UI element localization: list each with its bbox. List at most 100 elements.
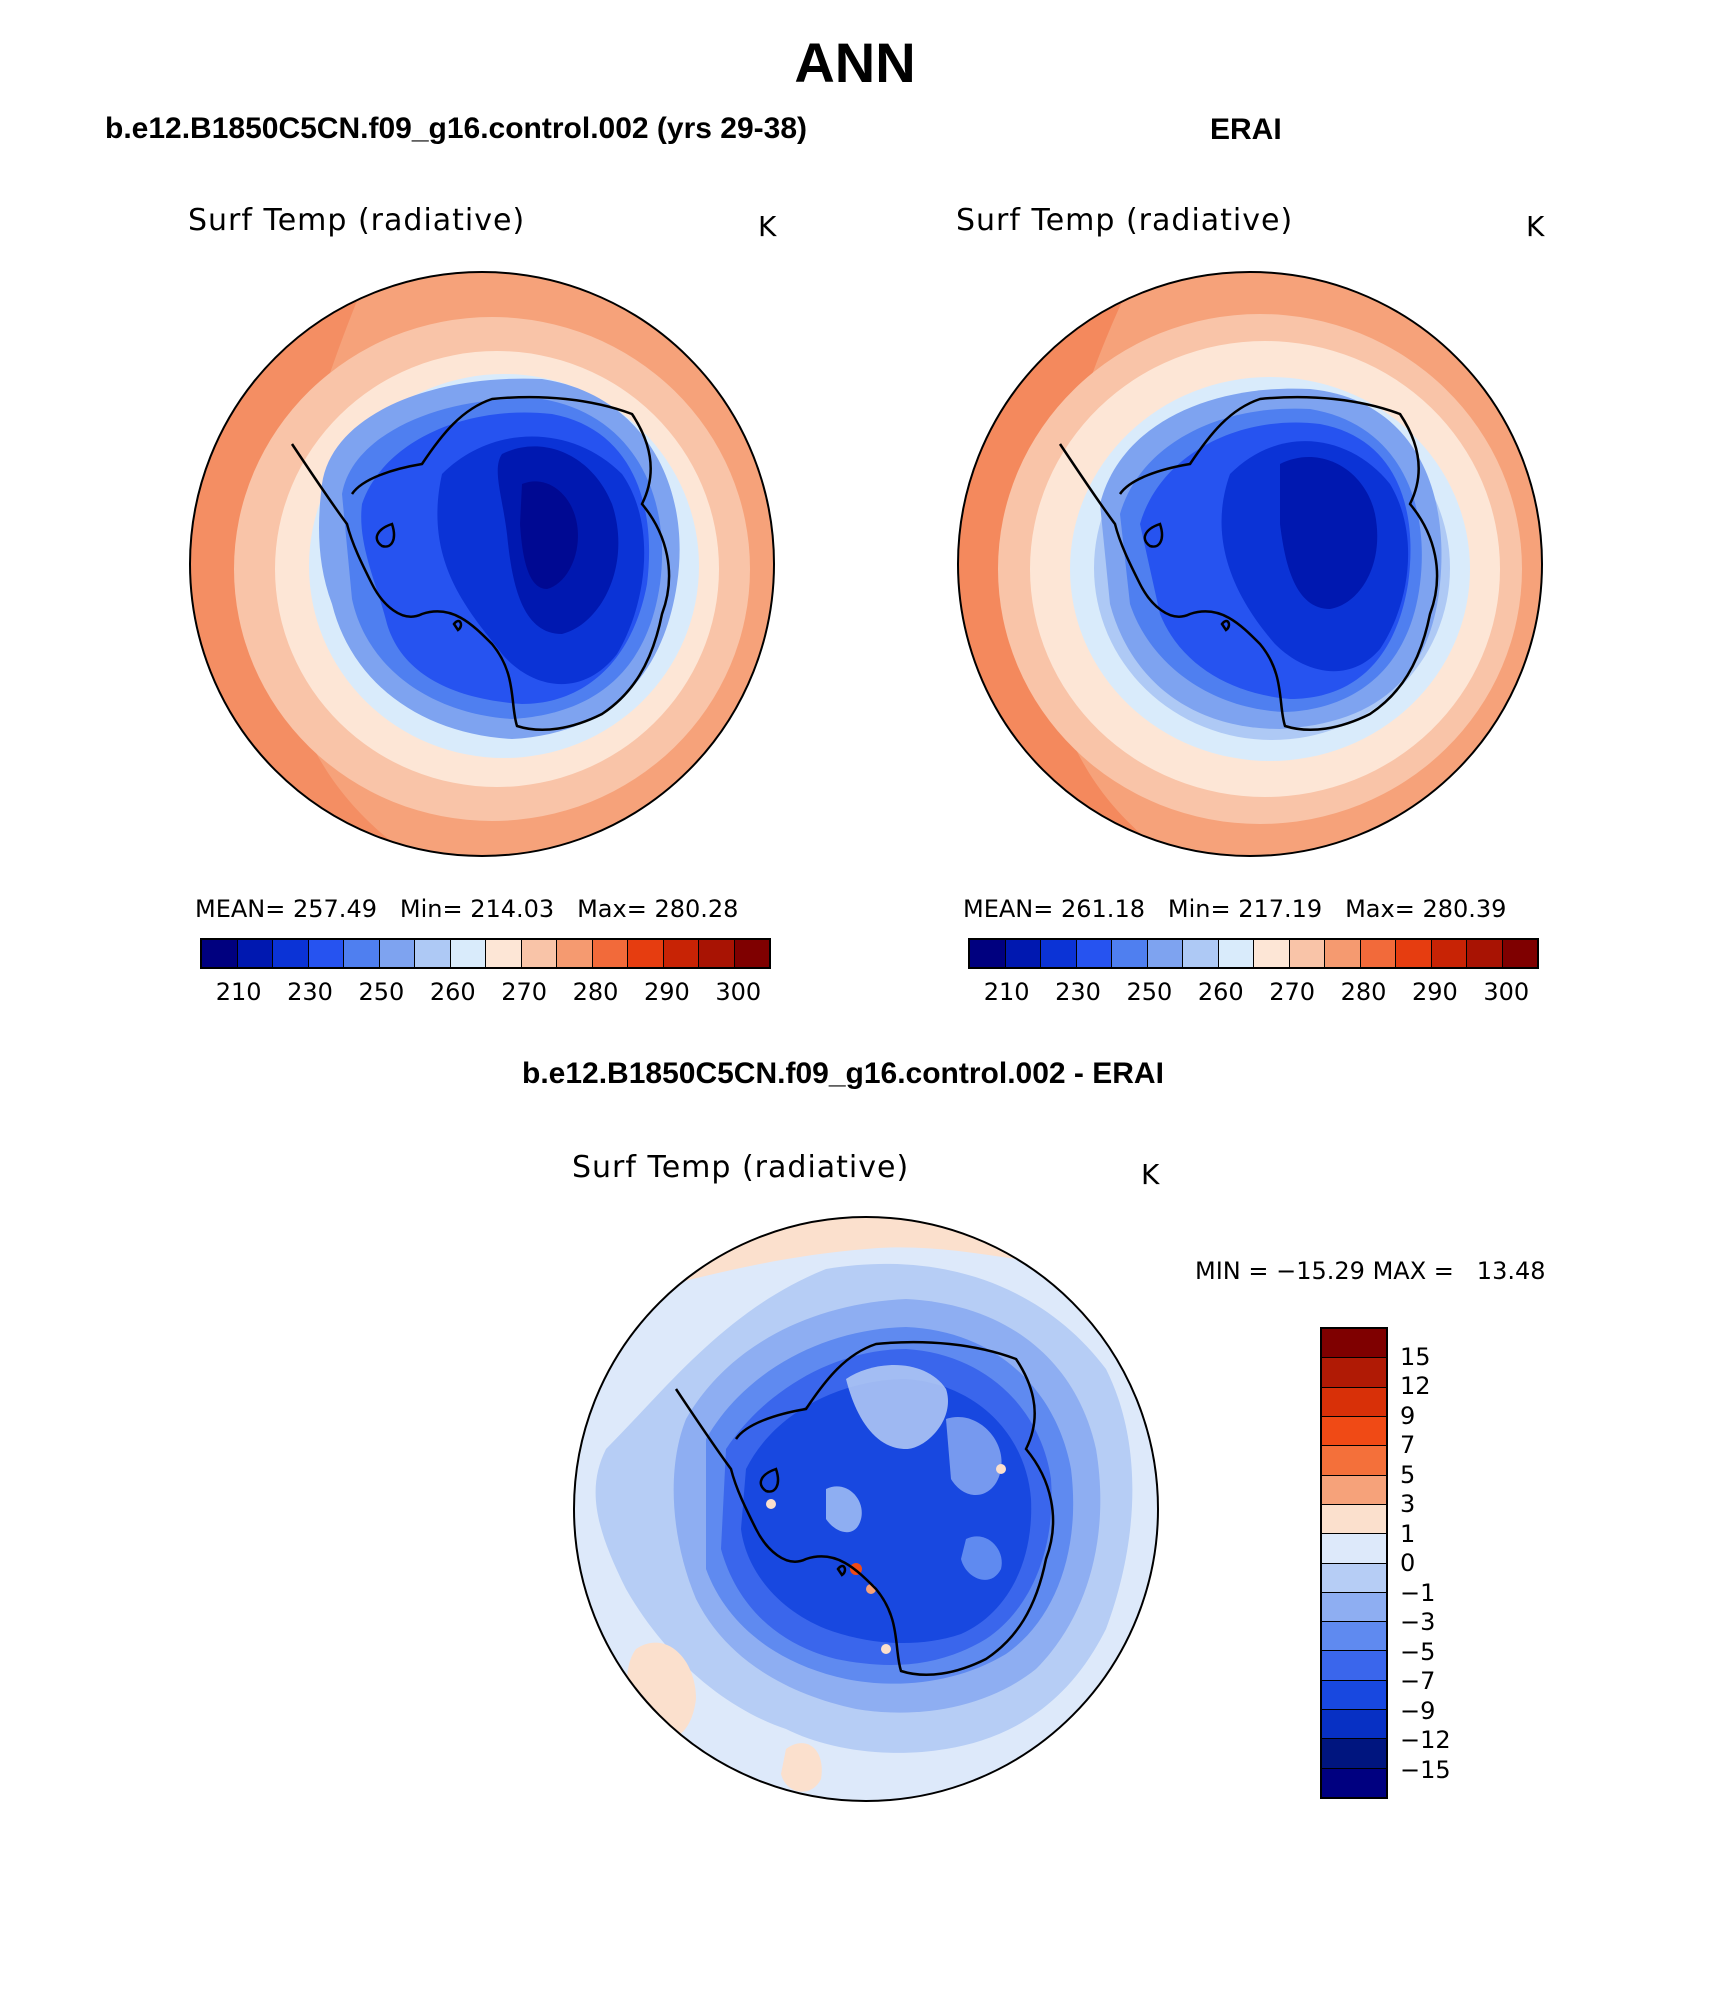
model-colorbar (200, 938, 771, 969)
colorbar-swatch-8 (1254, 940, 1290, 967)
obs-temperature-contours (958, 272, 1542, 856)
diff-map-border (573, 1216, 1159, 1802)
colorbar-tick-label: 290 (1411, 978, 1458, 1006)
colorbar-swatch-9 (1289, 940, 1325, 967)
colorbar-swatch-4 (1112, 940, 1148, 967)
colorbar-swatch-7 (450, 940, 486, 967)
diff-colorbar-swatch-8 (1322, 1563, 1386, 1593)
diff-colorbar-ticks: 15 12 9 7 5 3 1 0 −1 −3 −5 −7 −9 −12 −15 (1400, 1327, 1480, 1799)
colorbar-swatch-14 (699, 940, 735, 967)
colorbar-swatch-11 (592, 940, 628, 967)
obs-max-value: 280.39 (1422, 895, 1507, 923)
diff-colorbar-swatch-4 (1322, 1446, 1386, 1476)
diff-colorbar-swatch-2 (1322, 1387, 1386, 1417)
obs-variable-label: Surf Temp (radiative) (956, 203, 1294, 238)
figure-title: ANN (794, 31, 916, 94)
colorbar-swatch-3 (308, 940, 344, 967)
diff-colorbar-swatch-6 (1322, 1504, 1386, 1535)
diff-colorbar-swatch-11 (1322, 1651, 1386, 1681)
diff-colorbar-swatch-5 (1322, 1475, 1386, 1505)
diff-colorbar-swatch-1 (1322, 1358, 1386, 1388)
colorbar-swatch-2 (273, 940, 309, 967)
model-stats: MEAN= 257.49 Min= 214.03 Max= 280.28 (195, 895, 739, 923)
diff-colorbar-swatch-15 (1322, 1768, 1386, 1797)
model-polar-map (189, 271, 775, 857)
diff-colorbar-tick-label: −5 (1400, 1637, 1436, 1666)
diff-temperature-contours (574, 1217, 1158, 1801)
diff-units-label: K (1141, 1158, 1160, 1191)
colorbar-swatch-15 (734, 940, 769, 967)
colorbar-tick-label: 280 (1340, 978, 1387, 1006)
diff-colorbar-tick-label: −1 (1400, 1578, 1436, 1607)
diff-colorbar-swatch-13 (1322, 1710, 1386, 1740)
colorbar-swatch-1 (1005, 940, 1041, 967)
colorbar-tick-label: 210 (215, 978, 262, 1006)
colorbar-swatch-10 (1325, 940, 1361, 967)
obs-coastline (1058, 395, 1439, 732)
diff-case-title: b.e12.B1850C5CN.f09_g16.control.002 - ER… (522, 1057, 1164, 1090)
diff-max-value: 13.48 (1476, 1257, 1546, 1285)
diff-colorbar-tick-label: 12 (1400, 1372, 1431, 1400)
diff-colorbar-tick-label: −3 (1400, 1608, 1436, 1636)
colorbar-tick-label: 270 (1269, 978, 1315, 1006)
diff-colorbar-tick-label: −7 (1400, 1667, 1436, 1695)
colorbar-swatch-3 (1076, 940, 1112, 967)
obs-polar-map (957, 271, 1543, 857)
colorbar-tick-label: 250 (1126, 978, 1173, 1006)
model-colorbar-ticks: 210 230 250 260 270 280 290 300 (200, 978, 771, 1008)
obs-map-border (957, 271, 1543, 857)
diff-colorbar-swatch-7 (1322, 1534, 1386, 1564)
diff-variable-label: Surf Temp (radiative) (572, 1150, 910, 1185)
colorbar-tick-label: 260 (1197, 978, 1244, 1006)
diff-polar-map (573, 1216, 1159, 1802)
diff-colorbar-swatch-9 (1322, 1592, 1386, 1623)
diff-colorbar-tick-label: 9 (1400, 1401, 1416, 1430)
diff-colorbar-tick-label: −15 (1400, 1755, 1451, 1784)
diff-colorbar-tick-label: 5 (1400, 1460, 1416, 1489)
diff-colorbar (1320, 1327, 1388, 1799)
colorbar-tick-label: 270 (501, 978, 547, 1006)
diff-colorbar-swatch-0 (1322, 1329, 1386, 1359)
colorbar-tick-label: 230 (287, 978, 333, 1006)
diff-colorbar-tick-label: 7 (1400, 1431, 1416, 1459)
colorbar-swatch-12 (1396, 940, 1432, 967)
model-variable-label: Surf Temp (radiative) (188, 203, 526, 238)
model-units-label: K (758, 210, 777, 243)
colorbar-swatch-5 (1147, 940, 1183, 967)
diff-colorbar-tick-label: 1 (1400, 1519, 1416, 1548)
colorbar-swatch-5 (379, 940, 415, 967)
model-max-value: 280.28 (654, 895, 739, 923)
diff-colorbar-tick-label: 15 (1400, 1342, 1431, 1371)
colorbar-tick-label: 280 (572, 978, 619, 1006)
colorbar-swatch-9 (521, 940, 557, 967)
obs-min-value: 217.19 (1238, 895, 1323, 923)
colorbar-tick-label: 230 (1055, 978, 1101, 1006)
colorbar-tick-label: 300 (715, 978, 762, 1006)
colorbar-swatch-4 (344, 940, 380, 967)
diff-stats: MIN = −15.29 MAX = 13.48 (1195, 1257, 1546, 1285)
colorbar-swatch-15 (1502, 940, 1537, 967)
obs-stats: MEAN= 261.18 Min= 217.19 Max= 280.39 (963, 895, 1507, 923)
colorbar-swatch-12 (628, 940, 664, 967)
obs-units-label: K (1526, 210, 1545, 243)
obs-colorbar-ticks: 210 230 250 260 270 280 290 300 (968, 978, 1539, 1008)
obs-colorbar (968, 938, 1539, 969)
model-case-title: b.e12.B1850C5CN.f09_g16.control.002 (yrs… (105, 112, 808, 145)
colorbar-swatch-10 (557, 940, 593, 967)
obs-mean-value: 261.18 (1061, 895, 1145, 923)
obs-case-title: ERAI (1210, 113, 1282, 146)
diff-min-value: −15.29 (1276, 1257, 1365, 1285)
diff-colorbar-swatch-10 (1322, 1622, 1386, 1652)
colorbar-tick-label: 300 (1483, 978, 1530, 1006)
colorbar-swatch-6 (1183, 940, 1219, 967)
colorbar-swatch-0 (970, 940, 1006, 967)
diff-colorbar-swatch-3 (1322, 1416, 1386, 1447)
colorbar-tick-label: 210 (983, 978, 1030, 1006)
diff-colorbar-swatch-12 (1322, 1680, 1386, 1711)
diff-colorbar-tick-label: −9 (1400, 1696, 1436, 1725)
diff-colorbar-tick-label: −12 (1400, 1726, 1451, 1754)
colorbar-tick-label: 290 (643, 978, 690, 1006)
colorbar-swatch-8 (486, 940, 522, 967)
colorbar-swatch-13 (663, 940, 699, 967)
diff-colorbar-tick-label: 3 (1400, 1490, 1416, 1518)
